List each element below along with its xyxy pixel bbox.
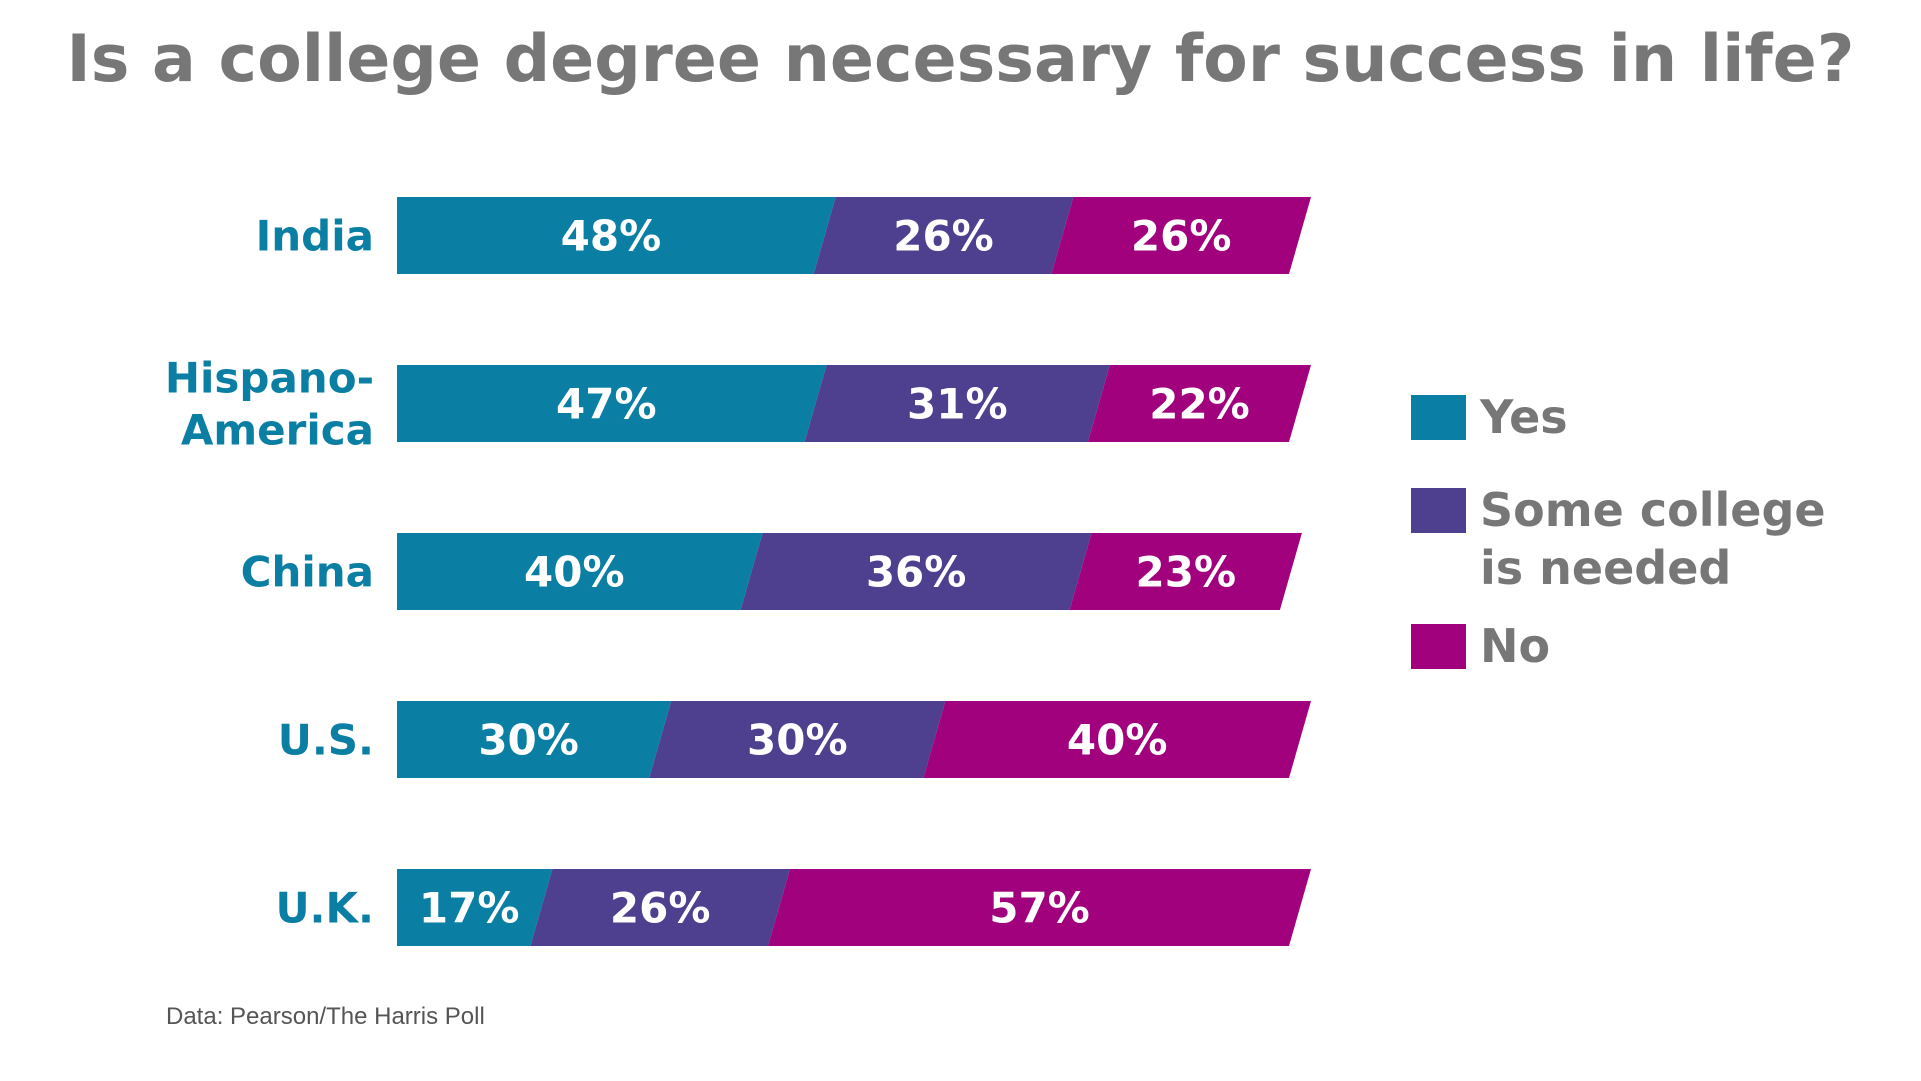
- category-label-hispano-america: Hispano-America: [165, 354, 374, 455]
- data-label-u-s-no: 40%: [1067, 716, 1168, 765]
- data-label-hispano-america-no: 22%: [1149, 380, 1250, 429]
- data-label-hispano-america-yes: 47%: [556, 380, 657, 429]
- data-label-u-k-some-college-is-needed: 26%: [610, 884, 711, 933]
- bar-u-k-yes: [397, 869, 553, 946]
- category-labels: India Hispano-America China U.S. U.K.: [165, 212, 374, 933]
- bar-u-s-some-college-is-needed: [649, 701, 946, 778]
- legend-swatch-yes: [1411, 395, 1466, 440]
- bar-china-yes: [397, 533, 763, 610]
- data-label-india-no: 26%: [1131, 212, 1232, 261]
- category-label-u-s: U.S.: [278, 716, 374, 765]
- data-label-u-k-no: 57%: [989, 884, 1090, 933]
- bar-hispano-america-yes: [397, 365, 827, 442]
- bar-india-no: [1051, 197, 1311, 274]
- bar-u-k-no: [768, 869, 1311, 946]
- data-label-u-s-yes: 30%: [478, 716, 579, 765]
- bar-china-no: [1069, 533, 1302, 610]
- source-note: Data: Pearson/The Harris Poll: [166, 1003, 485, 1030]
- legend-label-some-college-is-needed: Some college is needed: [1480, 483, 1826, 595]
- category-label-u-k: U.K.: [275, 884, 374, 933]
- category-label-china: China: [241, 548, 374, 597]
- legend-swatch-no: [1411, 624, 1466, 669]
- data-label-u-k-yes: 17%: [419, 884, 520, 933]
- data-label-india-some-college-is-needed: 26%: [893, 212, 994, 261]
- bar-hispano-america-some-college-is-needed: [804, 365, 1110, 442]
- bar-india-some-college-is-needed: [813, 197, 1074, 274]
- bar-u-s-yes: [397, 701, 672, 778]
- data-label-hispano-america-some-college-is-needed: 31%: [907, 380, 1008, 429]
- chart-title: Is a college degree necessary for succes…: [66, 22, 1855, 97]
- legend-label-yes: Yes: [1479, 390, 1568, 444]
- category-label-india: India: [256, 212, 374, 261]
- data-label-china-some-college-is-needed: 36%: [866, 548, 967, 597]
- legend-swatch-some-college-is-needed: [1411, 488, 1466, 533]
- bar-u-k-some-college-is-needed: [530, 869, 790, 946]
- data-label-india-yes: 48%: [561, 212, 662, 261]
- data-label-u-s-some-college-is-needed: 30%: [747, 716, 848, 765]
- bar-china-some-college-is-needed: [740, 533, 1092, 610]
- bars-layer: 48% 26% 26% 47% 31% 22% 40% 36% 23% 30% 30% 40% 17% 2…: [397, 197, 1311, 946]
- legend: Yes Some college is needed No: [1411, 390, 1826, 673]
- bar-u-s-no: [923, 701, 1311, 778]
- data-label-china-yes: 40%: [524, 548, 625, 597]
- bar-india-yes: [397, 197, 836, 274]
- data-label-china-no: 23%: [1136, 548, 1237, 597]
- legend-label-no: No: [1480, 619, 1550, 673]
- bar-hispano-america-no: [1087, 365, 1311, 442]
